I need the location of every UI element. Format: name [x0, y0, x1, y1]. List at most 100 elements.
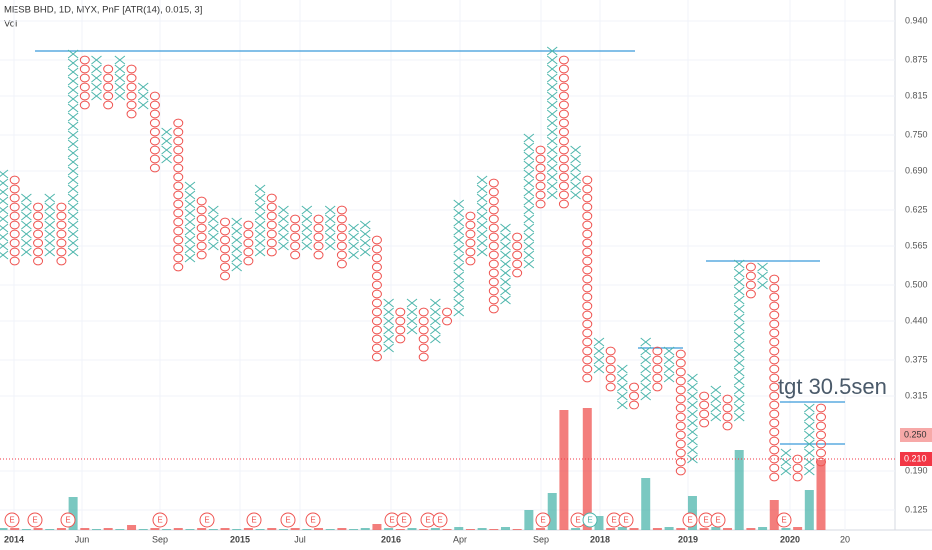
o-symbol: [173, 226, 184, 236]
x-symbol: [67, 184, 79, 194]
o-symbol: [336, 250, 347, 260]
o-column: [722, 394, 733, 431]
o-symbol: [266, 193, 277, 203]
x-symbol: [617, 400, 628, 410]
o-symbol: [126, 100, 137, 110]
x-symbol: [570, 181, 581, 191]
o-symbol: [418, 307, 429, 317]
x-tick-label: Jul: [294, 534, 306, 544]
volume-bar: [465, 529, 475, 530]
x-column: [500, 223, 511, 305]
x-symbol: [593, 337, 605, 347]
event-marker: [710, 512, 726, 528]
o-symbol: [103, 82, 114, 92]
volume-bar: [582, 408, 592, 530]
o-symbol: [371, 253, 382, 263]
o-symbol: [79, 55, 90, 65]
o-symbol: [769, 283, 780, 293]
y-tick-label: 0.750: [905, 129, 928, 139]
o-symbol: [582, 229, 593, 239]
event-marker: [4, 512, 20, 528]
o-symbol: [512, 259, 523, 269]
o-symbol: [79, 100, 90, 110]
o-symbol: [488, 286, 499, 296]
x-symbol: [208, 214, 219, 224]
x-symbol: [44, 202, 56, 212]
x-symbol: [733, 322, 745, 332]
o-symbol: [103, 91, 114, 101]
o-symbol: [465, 220, 476, 230]
volume-bar: [220, 528, 230, 530]
o-column: [512, 232, 523, 278]
x-symbol: [570, 154, 581, 164]
o-symbol: [173, 154, 184, 164]
o-symbol: [126, 73, 137, 83]
x-tick-label: Apr: [453, 534, 467, 544]
x-symbol: [359, 229, 371, 239]
x-symbol: [231, 226, 243, 236]
o-symbol: [290, 223, 301, 233]
o-column: [605, 346, 616, 392]
event-label: E: [9, 516, 14, 525]
event-label: E: [389, 516, 394, 525]
volume-bar: [676, 528, 686, 530]
x-symbol: [640, 355, 652, 365]
o-symbol: [33, 202, 44, 212]
o-symbol: [173, 235, 184, 245]
x-symbol: [67, 148, 79, 158]
x-symbol: [733, 340, 745, 350]
x-symbol: [184, 235, 196, 245]
x-symbol: [301, 241, 313, 251]
o-symbol: [582, 337, 593, 347]
event-label: E: [204, 516, 209, 525]
x-symbol: [500, 259, 511, 269]
x-symbol: [208, 223, 219, 233]
o-column: [535, 145, 546, 209]
o-symbol: [535, 163, 546, 173]
o-column: [79, 55, 90, 110]
x-symbol: [523, 151, 535, 161]
x-symbol: [324, 241, 336, 251]
o-symbol: [243, 238, 254, 248]
o-symbol: [512, 241, 523, 251]
x-symbol: [687, 418, 698, 428]
o-symbol: [313, 223, 324, 233]
x-symbol: [476, 175, 488, 185]
x-column: [21, 193, 32, 257]
x-symbol: [500, 295, 511, 305]
volume-bar: [290, 528, 300, 530]
o-symbol: [675, 430, 686, 440]
x-column: [301, 205, 313, 251]
y-tick-label: 0.375: [905, 354, 928, 364]
o-symbol: [699, 391, 710, 401]
x-column: [44, 193, 56, 257]
o-symbol: [816, 448, 826, 458]
event-marker: [199, 512, 215, 528]
x-symbol: [254, 247, 266, 257]
x-symbol: [278, 205, 289, 215]
x-symbol: [804, 412, 815, 422]
volume-bar: [559, 410, 569, 530]
o-column: [9, 175, 20, 266]
x-column: [663, 346, 675, 383]
x-symbol: [733, 412, 745, 422]
o-symbol: [173, 190, 184, 200]
x-column: [780, 448, 792, 476]
volume-bar: [512, 529, 522, 530]
x-symbol: [21, 247, 32, 257]
x-symbol: [476, 202, 488, 212]
x-column: [324, 205, 336, 251]
event-label: E: [575, 516, 580, 525]
o-symbol: [336, 232, 347, 242]
x-symbol: [500, 286, 511, 296]
volume-bar: [185, 529, 195, 530]
x-symbol: [67, 94, 79, 104]
x-symbol: [710, 394, 722, 404]
x-symbol: [383, 334, 394, 344]
volume-bar: [641, 478, 651, 530]
volume-bar: [173, 528, 183, 530]
x-tick-label: Jun: [75, 534, 90, 544]
o-symbol: [558, 163, 569, 173]
x-symbol: [44, 247, 56, 257]
o-symbol: [418, 316, 429, 326]
